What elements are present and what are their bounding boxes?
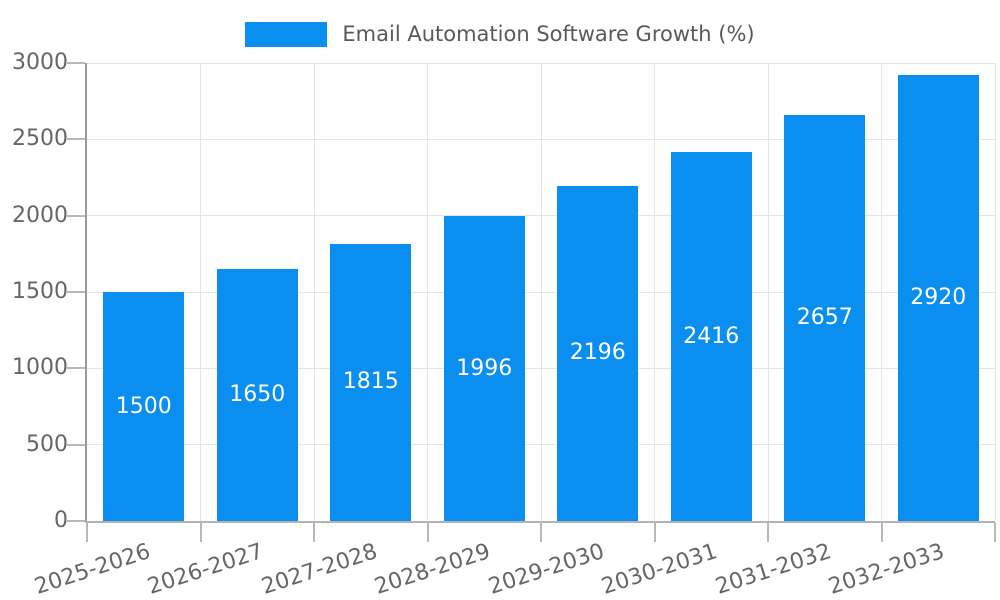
y-tick (67, 520, 85, 522)
v-gridline (767, 63, 769, 521)
v-gridline (200, 63, 201, 521)
bar (103, 292, 185, 521)
y-tick (67, 138, 85, 141)
bar-value-label: 2657 (796, 305, 853, 331)
x-tick (767, 523, 769, 542)
bar-value-label: 2196 (569, 340, 626, 366)
y-tick-label: 500 (26, 431, 68, 457)
y-tick-label: 3000 (12, 50, 68, 75)
x-axis-line (85, 521, 995, 523)
y-tick-label: 2000 (12, 202, 68, 228)
x-tick (653, 523, 656, 542)
v-gridline (427, 63, 428, 521)
bar-value-label: 2416 (683, 323, 740, 349)
bar (897, 75, 979, 521)
bar (330, 243, 412, 521)
x-tick (86, 523, 88, 542)
y-tick-label: 0 (54, 508, 68, 533)
x-tick (313, 523, 315, 542)
y-tick (67, 62, 85, 64)
v-gridline (313, 63, 315, 521)
v-gridline (540, 63, 542, 521)
legend-swatch (245, 21, 328, 47)
y-tick-label: 1000 (12, 355, 68, 381)
y-tick (67, 367, 85, 370)
bar-value-label: 1996 (456, 355, 513, 381)
bar (784, 115, 866, 521)
y-tick (67, 214, 85, 217)
v-gridline (654, 63, 655, 521)
legend-label: Email Automation Software Growth (%) (342, 22, 755, 46)
v-gridline (994, 63, 996, 521)
y-tick-label: 1500 (12, 279, 68, 304)
x-tick (199, 523, 202, 542)
bar-value-label: 2920 (910, 285, 967, 311)
x-tick (540, 523, 542, 542)
y-tick-label: 2500 (12, 126, 68, 152)
x-tick (880, 523, 883, 542)
y-tick (67, 443, 85, 446)
x-tick (426, 523, 429, 542)
x-tick (994, 523, 996, 542)
bar-value-label: 1650 (229, 382, 286, 408)
bar (557, 185, 639, 521)
y-axis-line (85, 63, 87, 521)
bar (443, 216, 525, 521)
legend: Email Automation Software Growth (%) (0, 19, 1000, 49)
bar (216, 269, 298, 521)
bar (670, 152, 752, 521)
y-tick (67, 291, 85, 293)
bar-value-label: 1815 (342, 369, 399, 395)
bar-value-label: 1500 (115, 393, 172, 419)
v-gridline (881, 63, 882, 521)
